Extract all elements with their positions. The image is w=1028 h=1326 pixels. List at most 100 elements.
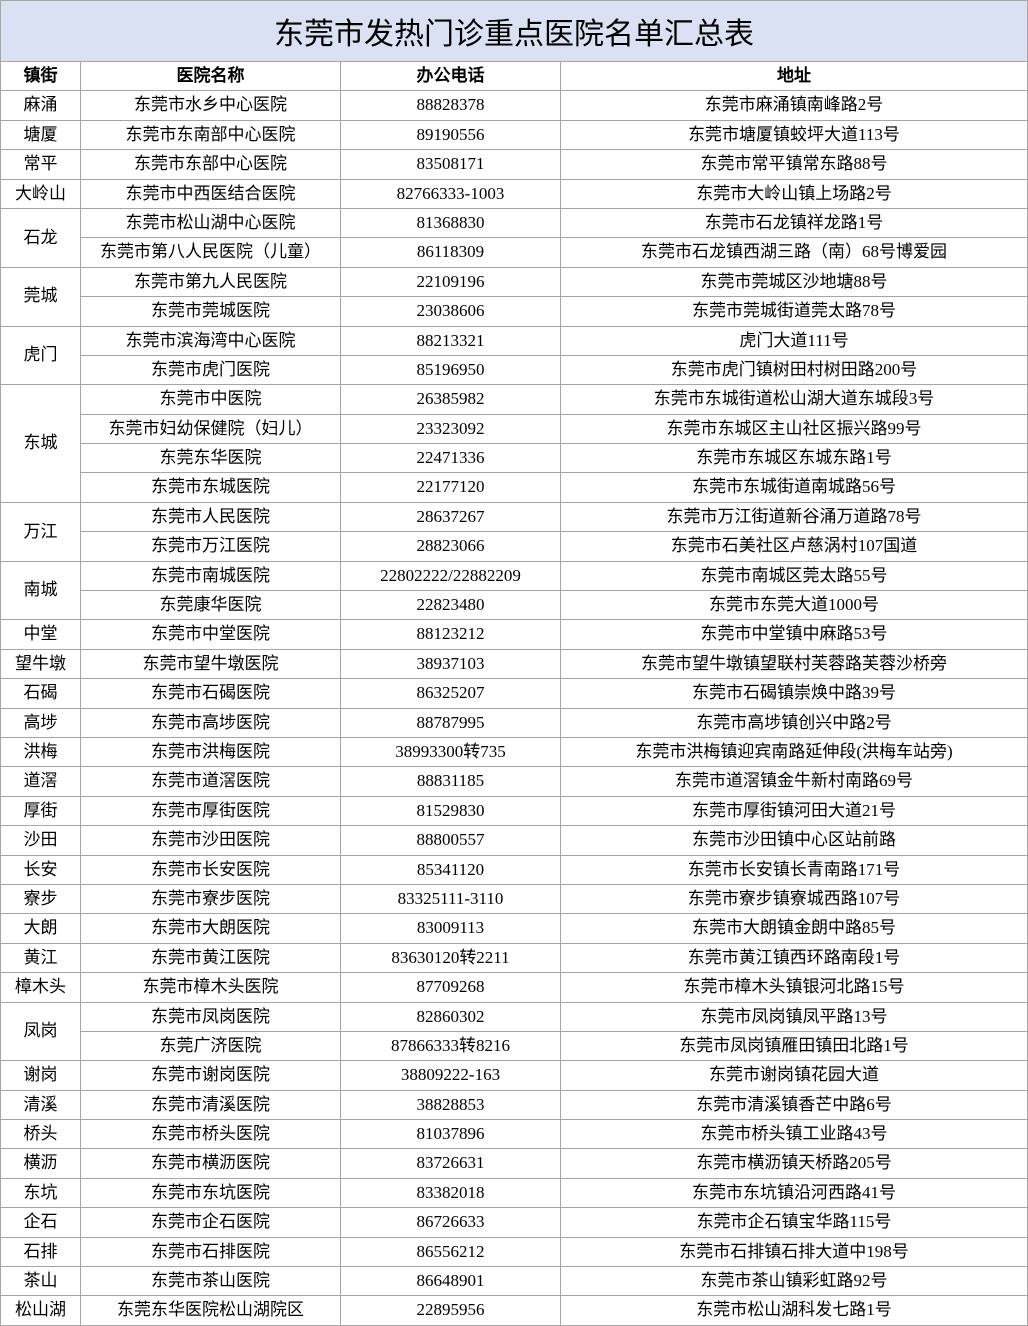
cell-address: 东莞市清溪镇香芒中路6号 <box>561 1090 1028 1119</box>
cell-town: 莞城 <box>1 267 81 326</box>
table-row: 大岭山东莞市中西医结合医院82766333-1003东莞市大岭山镇上场路2号 <box>1 179 1028 208</box>
cell-town: 道滘 <box>1 767 81 796</box>
cell-hospital-name: 东莞康华医院 <box>81 591 341 620</box>
cell-hospital-name: 东莞市望牛墩医院 <box>81 649 341 678</box>
cell-town: 樟木头 <box>1 973 81 1002</box>
cell-phone: 88831185 <box>341 767 561 796</box>
cell-phone: 87709268 <box>341 973 561 1002</box>
cell-address: 东莞市凤岗镇凤平路13号 <box>561 1002 1028 1031</box>
cell-hospital-name: 东莞东华医院松山湖院区 <box>81 1296 341 1325</box>
cell-address: 东莞市寮步镇寮城西路107号 <box>561 884 1028 913</box>
table-row: 石排东莞市石排医院86556212东莞市石排镇石排大道中198号 <box>1 1237 1028 1266</box>
table-row: 东莞市万江医院28823066东莞市石美社区卢慈涡村107国道 <box>1 532 1028 561</box>
table-row: 东坑东莞市东坑医院83382018东莞市东坑镇沿河西路41号 <box>1 1178 1028 1207</box>
table-row: 中堂东莞市中堂医院88123212东莞市中堂镇中麻路53号 <box>1 620 1028 649</box>
cell-phone: 81037896 <box>341 1120 561 1149</box>
cell-town: 南城 <box>1 561 81 620</box>
page: 东莞市发热门诊重点医院名单汇总表 镇街 医院名称 办公电话 地址 麻涌东莞市水乡… <box>0 0 1028 1326</box>
table-row: 东莞市第八人民医院（儿童）86118309东莞市石龙镇西湖三路（南）68号博爱园 <box>1 238 1028 267</box>
cell-hospital-name: 东莞市松山湖中心医院 <box>81 208 341 237</box>
cell-address: 东莞市横沥镇天桥路205号 <box>561 1149 1028 1178</box>
table-header-row: 镇街 医院名称 办公电话 地址 <box>1 62 1028 91</box>
cell-phone: 83325111-3110 <box>341 884 561 913</box>
cell-hospital-name: 东莞市道滘医院 <box>81 767 341 796</box>
cell-phone: 86118309 <box>341 238 561 267</box>
col-addr: 地址 <box>561 62 1028 91</box>
cell-town: 东城 <box>1 385 81 503</box>
table-row: 东莞市妇幼保健院（妇儿）23323092东莞市东城区主山社区振兴路99号 <box>1 414 1028 443</box>
cell-address: 东莞市高埗镇创兴中路2号 <box>561 708 1028 737</box>
table-row: 东莞市虎门医院85196950东莞市虎门镇树田村树田路200号 <box>1 355 1028 384</box>
cell-hospital-name: 东莞市人民医院 <box>81 502 341 531</box>
cell-address: 东莞市桥头镇工业路43号 <box>561 1120 1028 1149</box>
cell-phone: 28637267 <box>341 502 561 531</box>
table-row: 高埗东莞市高埗医院88787995东莞市高埗镇创兴中路2号 <box>1 708 1028 737</box>
table-row: 东莞市莞城医院23038606东莞市莞城街道莞太路78号 <box>1 297 1028 326</box>
cell-town: 企石 <box>1 1208 81 1237</box>
table-row: 长安东莞市长安医院85341120东莞市长安镇长青南路171号 <box>1 855 1028 884</box>
cell-address: 东莞市虎门镇树田村树田路200号 <box>561 355 1028 384</box>
cell-town: 茶山 <box>1 1267 81 1296</box>
cell-town: 洪梅 <box>1 737 81 766</box>
table-row: 塘厦东莞市东南部中心医院89190556东莞市塘厦镇蛟坪大道113号 <box>1 120 1028 149</box>
cell-address: 东莞市东莞大道1000号 <box>561 591 1028 620</box>
cell-address: 东莞市黄江镇西环路南段1号 <box>561 943 1028 972</box>
cell-hospital-name: 东莞市水乡中心医院 <box>81 91 341 120</box>
cell-hospital-name: 东莞市企石医院 <box>81 1208 341 1237</box>
cell-phone: 85341120 <box>341 855 561 884</box>
cell-phone: 86648901 <box>341 1267 561 1296</box>
cell-phone: 22109196 <box>341 267 561 296</box>
cell-address: 东莞市大朗镇金朗中路85号 <box>561 914 1028 943</box>
col-phone: 办公电话 <box>341 62 561 91</box>
cell-address: 东莞市中堂镇中麻路53号 <box>561 620 1028 649</box>
table-row: 东莞广济医院87866333转8216东莞市凤岗镇雁田镇田北路1号 <box>1 1031 1028 1060</box>
cell-hospital-name: 东莞市寮步医院 <box>81 884 341 913</box>
cell-hospital-name: 东莞市第八人民医院（儿童） <box>81 238 341 267</box>
col-name: 医院名称 <box>81 62 341 91</box>
cell-address: 东莞市樟木头镇银河北路15号 <box>561 973 1028 1002</box>
cell-phone: 88213321 <box>341 326 561 355</box>
cell-phone: 38809222-163 <box>341 1061 561 1090</box>
cell-phone: 23323092 <box>341 414 561 443</box>
cell-hospital-name: 东莞市樟木头医院 <box>81 973 341 1002</box>
cell-town: 石碣 <box>1 679 81 708</box>
cell-address: 东莞市石碣镇崇焕中路39号 <box>561 679 1028 708</box>
cell-phone: 85196950 <box>341 355 561 384</box>
cell-phone: 22471336 <box>341 444 561 473</box>
cell-town: 厚街 <box>1 796 81 825</box>
table-row: 横沥东莞市横沥医院83726631东莞市横沥镇天桥路205号 <box>1 1149 1028 1178</box>
cell-town: 松山湖 <box>1 1296 81 1325</box>
cell-phone: 22895956 <box>341 1296 561 1325</box>
cell-address: 东莞市谢岗镇花园大道 <box>561 1061 1028 1090</box>
cell-town: 中堂 <box>1 620 81 649</box>
cell-phone: 88123212 <box>341 620 561 649</box>
cell-hospital-name: 东莞市大朗医院 <box>81 914 341 943</box>
cell-phone: 38993300转735 <box>341 737 561 766</box>
cell-phone: 81368830 <box>341 208 561 237</box>
cell-address: 东莞市石龙镇西湖三路（南）68号博爱园 <box>561 238 1028 267</box>
cell-address: 东莞市东城街道南城路56号 <box>561 473 1028 502</box>
cell-town: 东坑 <box>1 1178 81 1207</box>
cell-town: 长安 <box>1 855 81 884</box>
table-row: 樟木头东莞市樟木头医院87709268东莞市樟木头镇银河北路15号 <box>1 973 1028 1002</box>
cell-address: 东莞市石排镇石排大道中198号 <box>561 1237 1028 1266</box>
table-row: 凤岗东莞市凤岗医院82860302东莞市凤岗镇凤平路13号 <box>1 1002 1028 1031</box>
cell-address: 东莞市沙田镇中心区站前路 <box>561 826 1028 855</box>
cell-hospital-name: 东莞市石碣医院 <box>81 679 341 708</box>
cell-town: 常平 <box>1 150 81 179</box>
cell-hospital-name: 东莞市厚街医院 <box>81 796 341 825</box>
cell-town: 黄江 <box>1 943 81 972</box>
cell-address: 东莞市松山湖科发七路1号 <box>561 1296 1028 1325</box>
cell-address: 东莞市南城区莞太路55号 <box>561 561 1028 590</box>
table-row: 石碣东莞市石碣医院86325207东莞市石碣镇崇焕中路39号 <box>1 679 1028 708</box>
cell-hospital-name: 东莞市高埗医院 <box>81 708 341 737</box>
cell-address: 东莞市东城街道松山湖大道东城段3号 <box>561 385 1028 414</box>
cell-address: 东莞市万江街道新谷涌万道路78号 <box>561 502 1028 531</box>
table-row: 清溪东莞市清溪医院38828853东莞市清溪镇香芒中路6号 <box>1 1090 1028 1119</box>
cell-hospital-name: 东莞市东南部中心医院 <box>81 120 341 149</box>
cell-phone: 88828378 <box>341 91 561 120</box>
cell-phone: 82766333-1003 <box>341 179 561 208</box>
cell-hospital-name: 东莞市凤岗医院 <box>81 1002 341 1031</box>
cell-phone: 26385982 <box>341 385 561 414</box>
cell-hospital-name: 东莞东华医院 <box>81 444 341 473</box>
